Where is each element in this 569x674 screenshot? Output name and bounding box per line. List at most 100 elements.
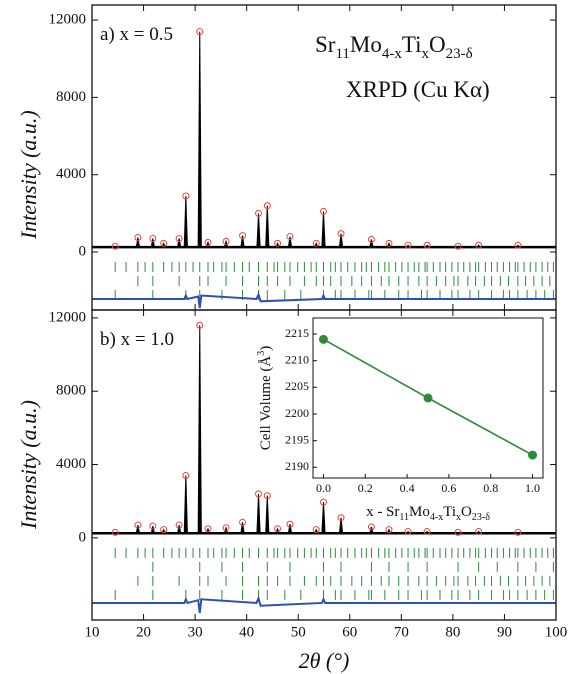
observed-point bbox=[404, 241, 412, 249]
calculated-peak bbox=[475, 530, 482, 534]
calculated-peak bbox=[338, 233, 344, 248]
panel-label: a) x = 0.5 bbox=[100, 24, 173, 45]
y-axis-label: Intensity (a.u.) bbox=[16, 400, 41, 530]
calculated-peak bbox=[287, 236, 293, 248]
observed-point bbox=[337, 514, 345, 522]
difference-curve bbox=[92, 291, 556, 309]
y-axis-label: Intensity (a.u.) bbox=[16, 110, 41, 240]
observed-point bbox=[111, 242, 119, 250]
calculated-peak bbox=[150, 525, 156, 534]
difference-curve bbox=[92, 595, 556, 614]
formula-part: Mo bbox=[350, 32, 382, 57]
inset-point bbox=[423, 393, 433, 403]
calculated-peak bbox=[424, 530, 430, 534]
observed-point bbox=[286, 233, 294, 241]
calculated-peak bbox=[205, 527, 211, 534]
observed-point bbox=[160, 526, 168, 534]
label-part: x - Sr bbox=[366, 504, 399, 520]
inset-y-tick-label: 2205 bbox=[285, 379, 309, 393]
calculated-peak bbox=[111, 531, 119, 534]
x-tick-label: 50 bbox=[291, 624, 306, 640]
calculated-peak bbox=[240, 522, 245, 534]
calculated-peak bbox=[135, 237, 141, 248]
calculated-peak bbox=[150, 238, 156, 248]
x-tick-label: 80 bbox=[445, 624, 460, 640]
observed-point bbox=[312, 526, 320, 534]
calculated-peak bbox=[197, 325, 202, 534]
observed-point bbox=[423, 241, 431, 249]
observed-point bbox=[263, 492, 271, 500]
label-part: Cell Volume (Å bbox=[258, 356, 274, 451]
formula-part: x bbox=[422, 46, 430, 62]
observed-point bbox=[239, 232, 247, 240]
calculated-peak bbox=[256, 493, 261, 534]
calculated-peak bbox=[265, 495, 270, 534]
y-tick-label: 12000 bbox=[49, 12, 87, 28]
calculated-peak bbox=[405, 244, 411, 248]
x-tick-label: 70 bbox=[394, 624, 409, 640]
y-tick-label: 12000 bbox=[49, 309, 87, 325]
inset-y-tick-label: 2195 bbox=[285, 432, 309, 446]
observed-point bbox=[204, 238, 212, 246]
observed-point bbox=[385, 239, 393, 247]
calculated-peak bbox=[183, 475, 188, 534]
observed-point bbox=[134, 521, 142, 529]
observed-point bbox=[182, 472, 190, 480]
formula-part: Ti bbox=[402, 32, 422, 57]
observed-point bbox=[454, 528, 462, 536]
observed-point bbox=[134, 234, 142, 242]
formula-part: O bbox=[429, 32, 446, 57]
observed-point bbox=[160, 239, 168, 247]
calculated-peak bbox=[321, 211, 326, 248]
calculated-peak bbox=[514, 531, 522, 534]
calculated-peak bbox=[275, 527, 280, 534]
inset-x-tick-label: 1.0 bbox=[525, 481, 540, 495]
formula-part: 11 bbox=[335, 46, 349, 62]
observed-point bbox=[367, 235, 375, 243]
x-tick-label: 100 bbox=[545, 624, 568, 640]
observed-point bbox=[286, 520, 294, 528]
observed-point bbox=[274, 239, 282, 247]
inset-x-tick-label: 0.2 bbox=[358, 481, 373, 495]
observed-point bbox=[222, 237, 230, 245]
inset-y-label: Cell Volume (Å3) bbox=[256, 346, 274, 450]
observed-point bbox=[255, 490, 263, 498]
formula-part: 4-x bbox=[382, 46, 402, 62]
formula-part: Sr bbox=[315, 32, 336, 57]
observed-point bbox=[319, 207, 327, 215]
x-tick-label: 40 bbox=[239, 624, 254, 640]
label-part: 23-δ bbox=[472, 512, 490, 523]
label-part: Mo bbox=[409, 504, 430, 520]
calculated-peak bbox=[256, 213, 261, 248]
technique: XRPD (Cu Kα) bbox=[346, 77, 490, 102]
inset-x-tick-label: 0.0 bbox=[316, 481, 331, 495]
calculated-peak bbox=[476, 244, 482, 248]
calculated-peak bbox=[321, 502, 326, 534]
calculated-peak bbox=[240, 235, 245, 248]
label-part: ) bbox=[258, 346, 274, 351]
calculated-peak bbox=[135, 524, 141, 534]
calculated-peak bbox=[111, 245, 119, 248]
x-tick-label: 30 bbox=[188, 624, 203, 640]
inset-y-tick-label: 2215 bbox=[285, 326, 309, 340]
label-part: 4-x bbox=[430, 512, 443, 523]
observed-point bbox=[475, 241, 483, 249]
observed-point bbox=[514, 241, 522, 249]
observed-point bbox=[255, 209, 263, 217]
inset-y-tick-label: 2190 bbox=[285, 459, 309, 473]
observed-point bbox=[182, 192, 190, 200]
observed-point bbox=[423, 527, 431, 535]
observed-point bbox=[175, 234, 183, 242]
calculated-peak bbox=[454, 245, 462, 248]
calculated-peak bbox=[205, 240, 211, 248]
x-tick-label: 20 bbox=[136, 624, 151, 640]
observed-point bbox=[385, 526, 393, 534]
calculated-peak bbox=[338, 517, 344, 534]
inset-point bbox=[528, 450, 538, 460]
observed-point bbox=[319, 498, 327, 506]
panel: 0 4000 8000 12000 10 20 30 40 50 60 70 80 90 100 b) x … bbox=[16, 309, 567, 640]
x-tick-label: 10 bbox=[85, 624, 100, 640]
inset-x-label: x - Sr11Mo4-xTixO23-δ bbox=[366, 504, 490, 523]
y-tick-label: 0 bbox=[79, 243, 87, 259]
